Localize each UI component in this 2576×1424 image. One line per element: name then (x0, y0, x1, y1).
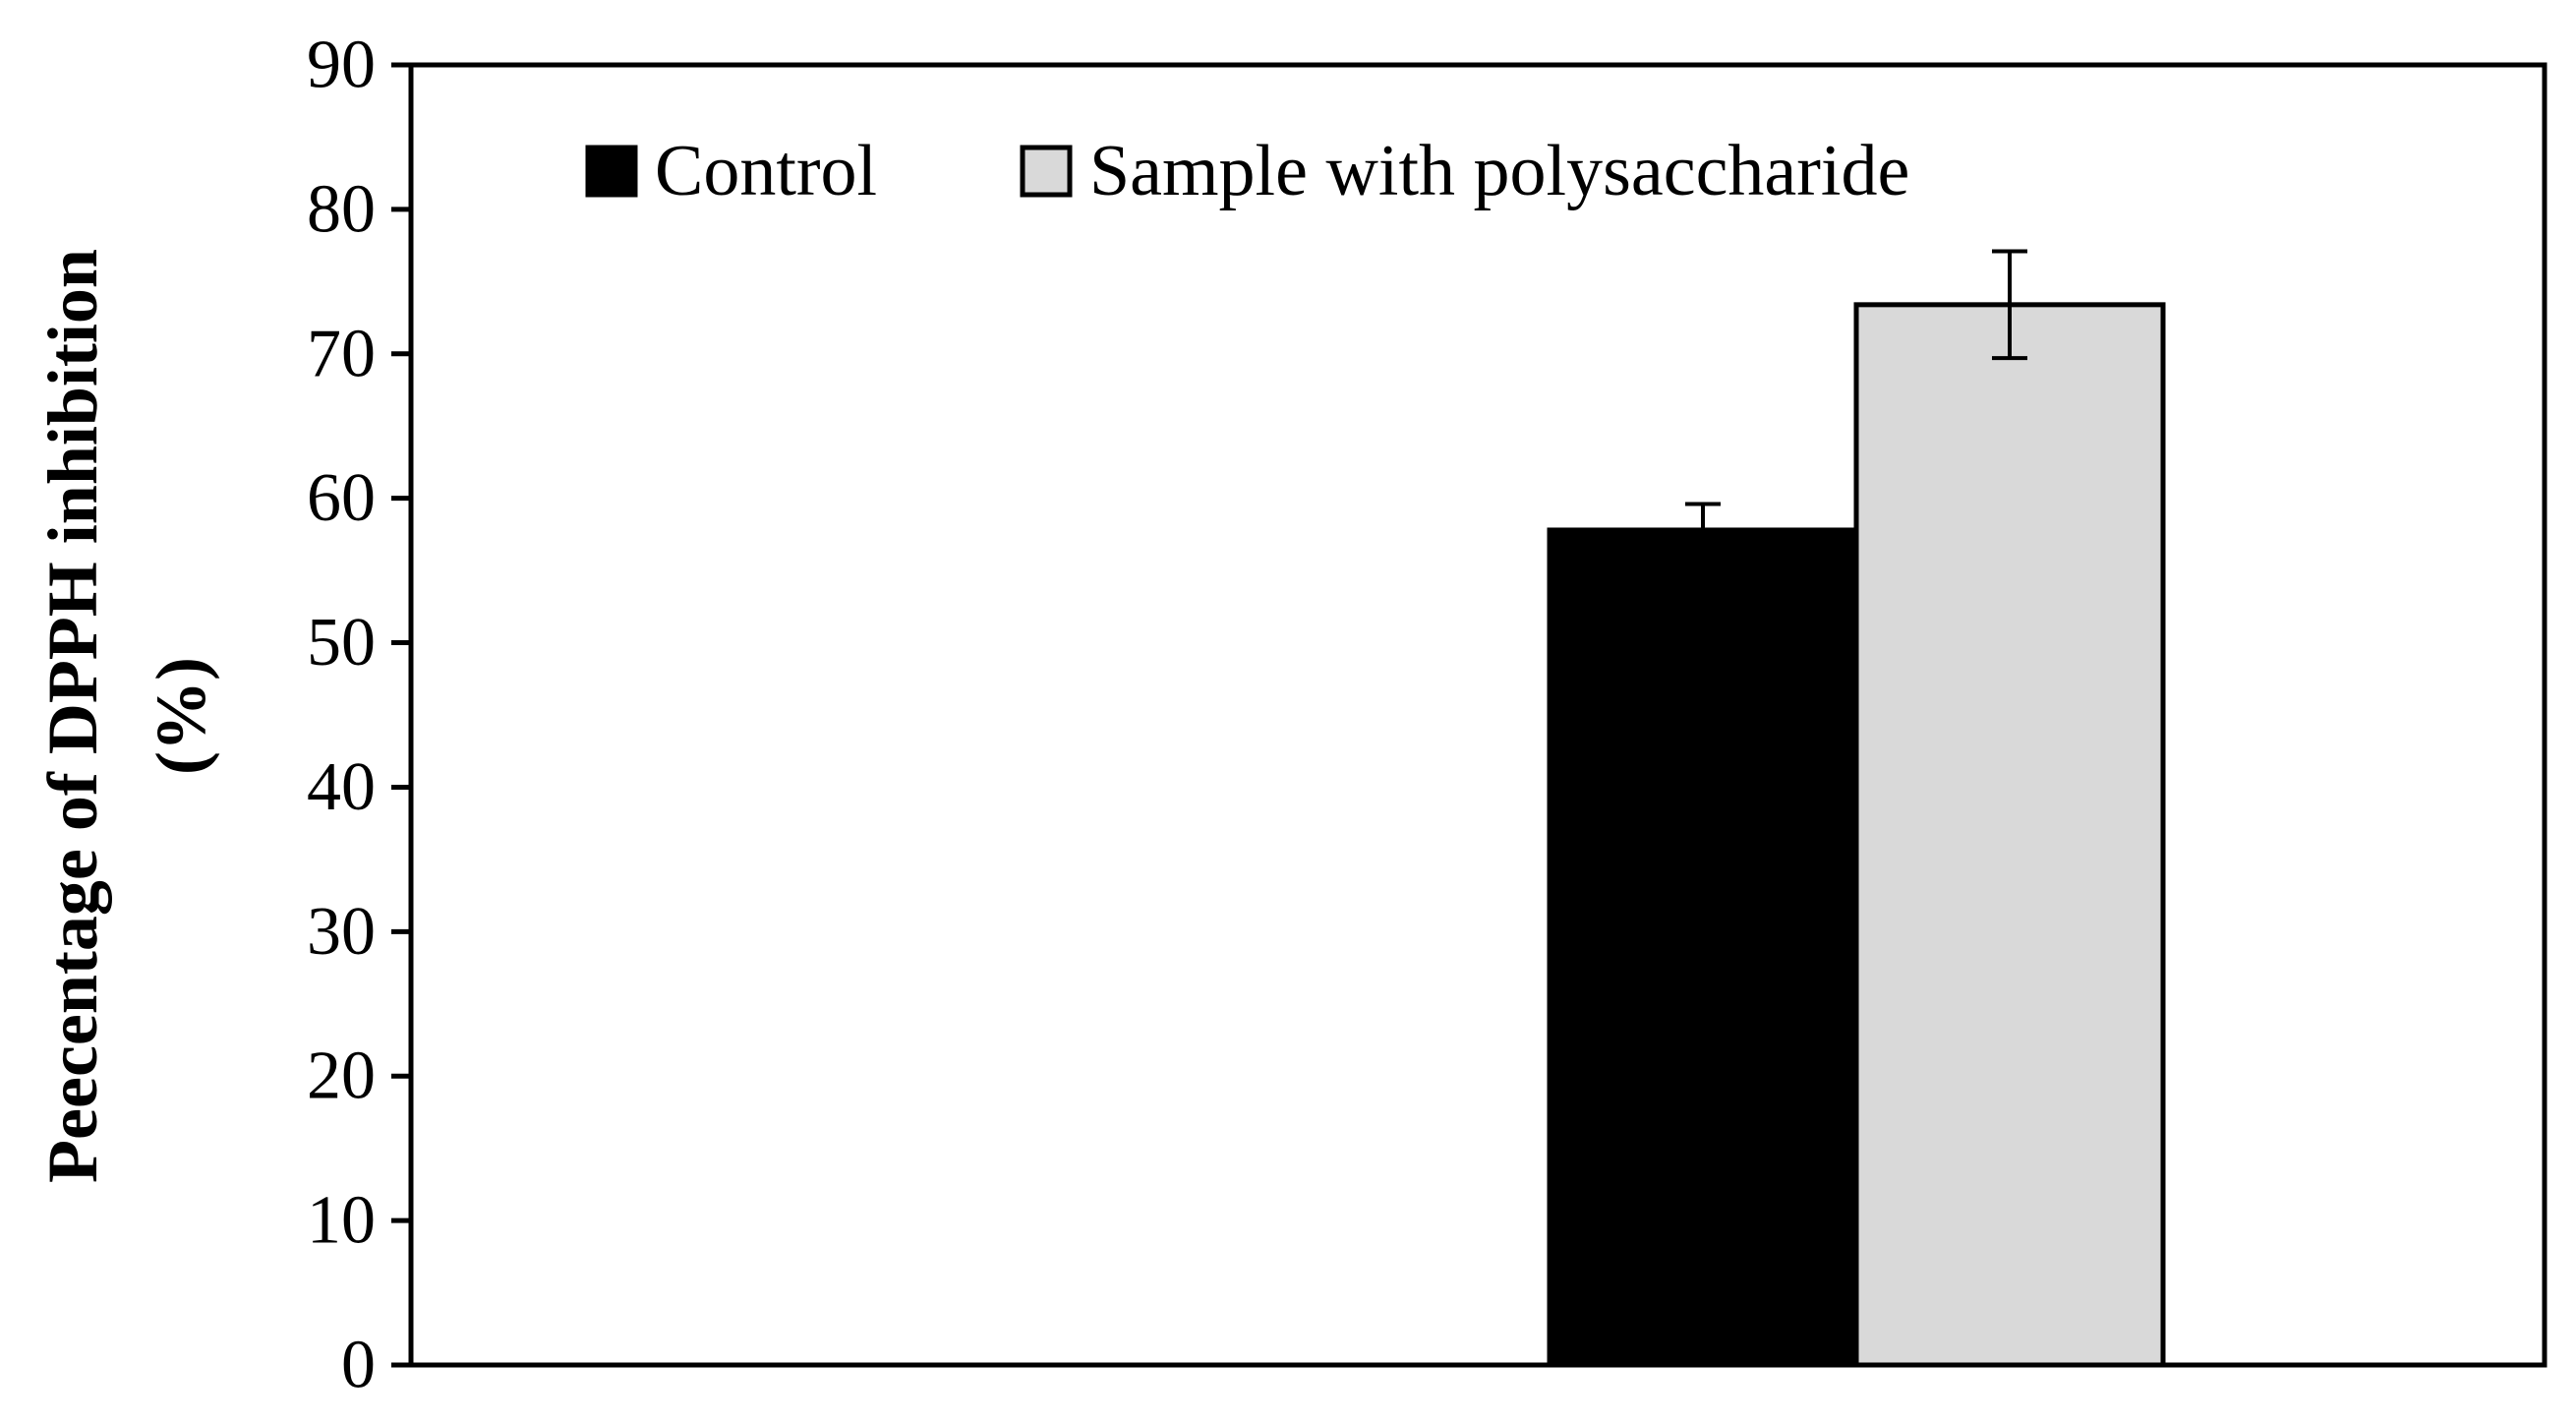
y-tick-label: 90 (307, 28, 376, 103)
legend-label-control: Control (655, 131, 877, 211)
y-tick-label: 50 (307, 605, 376, 681)
y-tick-label: 40 (307, 749, 376, 825)
y-tick-label: 10 (307, 1183, 376, 1259)
y-tick-label: 80 (307, 171, 376, 247)
legend-label-sample-with-polysaccharide: Sample with polysaccharide (1089, 131, 1909, 211)
y-tick-label: 0 (341, 1328, 376, 1403)
y-tick-label: 70 (307, 316, 376, 391)
legend-swatch-sample-with-polysaccharide (1020, 145, 1073, 198)
plot-frame (408, 62, 2547, 1368)
y-axis-title-line-1: Peecentage of DPPH inhibition (33, 249, 112, 1183)
legend-swatch-control (585, 145, 638, 198)
bar-sample-with-polysaccharide (1853, 302, 2166, 1368)
error-bar-group (1685, 249, 2027, 559)
legend: Control Sample with polysaccharide (585, 131, 1909, 211)
y-tick-label: 30 (307, 894, 376, 970)
y-tick-label: 60 (307, 460, 376, 536)
y-axis-title: Peecentage of DPPH inhibition (%) (33, 249, 220, 1183)
y-axis-ticks: 0 10 20 30 40 50 60 70 80 90 (307, 28, 411, 1403)
y-tick-label: 20 (307, 1038, 376, 1114)
y-axis-title-line-2: (%) (142, 657, 220, 775)
bar-group (1547, 302, 2166, 1368)
bar-control (1547, 527, 1859, 1368)
